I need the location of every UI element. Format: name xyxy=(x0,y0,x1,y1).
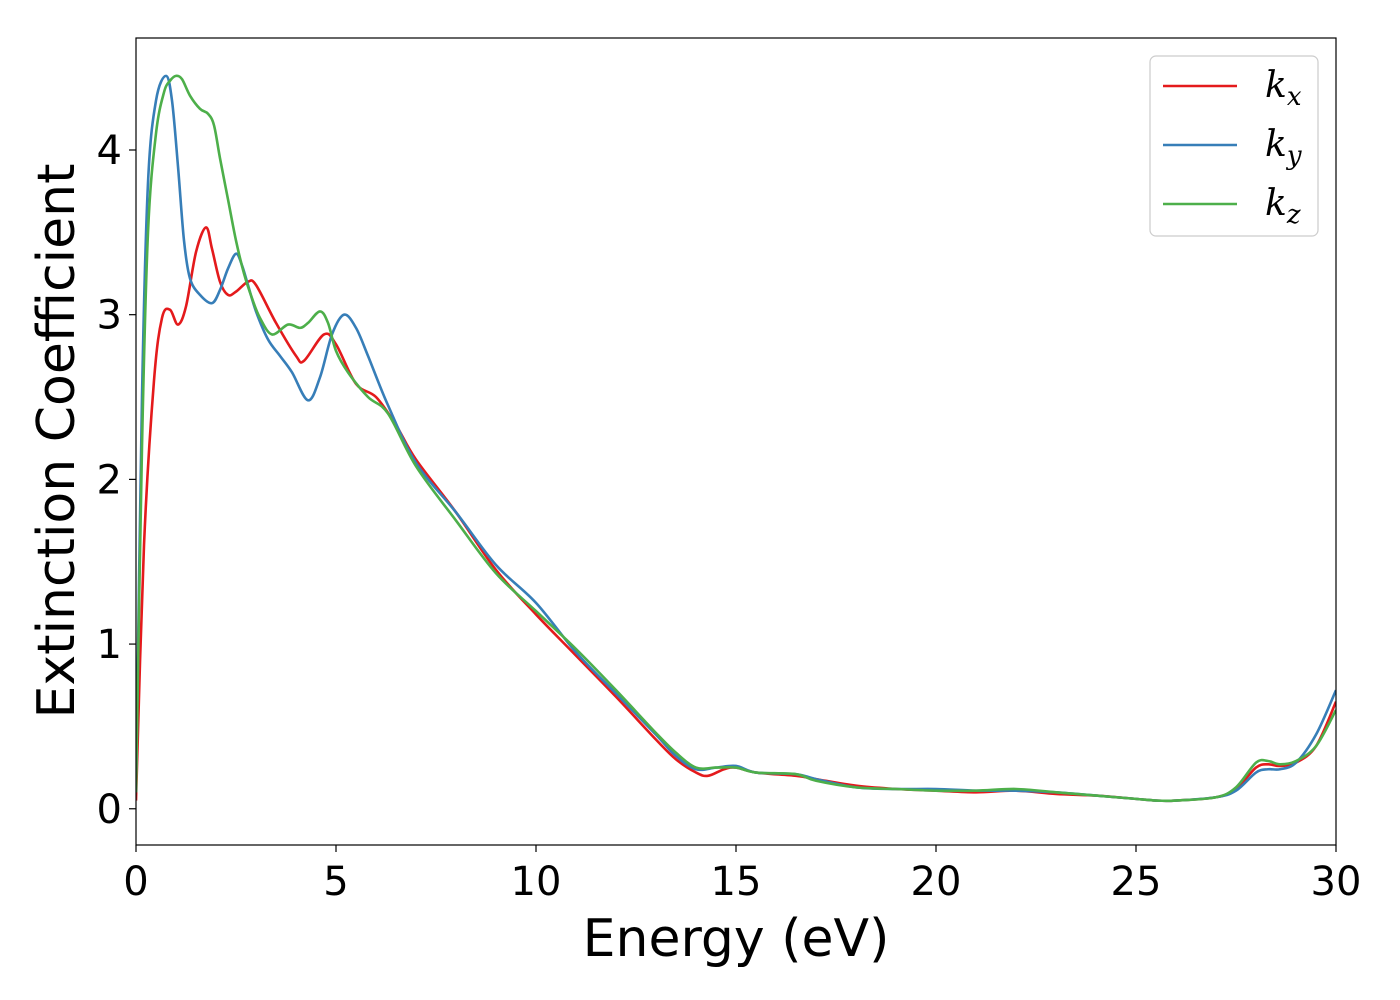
x-tick-label: 0 xyxy=(123,859,148,905)
y-tick-label: 0 xyxy=(97,787,122,833)
series-line-kz xyxy=(136,74,1336,803)
x-tick-label: 10 xyxy=(511,859,562,905)
y-tick-label: 1 xyxy=(97,622,122,668)
legend-label-y: ky xyxy=(1265,124,1302,171)
series-layer xyxy=(136,74,1336,803)
legend-label-x: kx xyxy=(1265,65,1302,112)
x-tick-label: 5 xyxy=(323,859,348,905)
x-tick-label: 25 xyxy=(1111,859,1162,905)
y-tick-label: 2 xyxy=(97,457,122,503)
x-axis-ticks: 0 5 10 15 20 25 30 xyxy=(123,845,1361,905)
legend: kx ky kz xyxy=(1149,55,1319,237)
legend-items: kx ky kz xyxy=(1163,65,1302,230)
y-tick-label: 4 xyxy=(97,128,122,174)
x-axis-title: Energy (eV) xyxy=(583,909,890,969)
y-axis-ticks: 0 1 2 3 4 xyxy=(97,128,136,833)
legend-label-z: kz xyxy=(1265,183,1301,230)
x-tick-label: 20 xyxy=(911,859,962,905)
y-tick-label: 3 xyxy=(97,293,122,339)
x-tick-label: 30 xyxy=(1311,859,1362,905)
x-tick-label: 15 xyxy=(711,859,762,905)
y-axis-title: Extinction Coefficient xyxy=(27,164,87,719)
